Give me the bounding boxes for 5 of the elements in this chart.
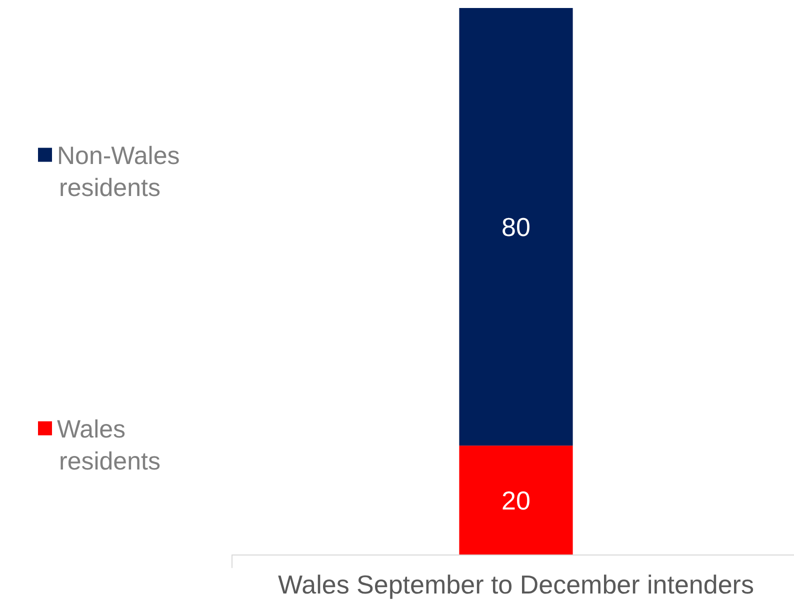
legend-label: Non-Wales residents (57, 142, 180, 202)
x-tick-label: Wales September to December intenders (278, 569, 754, 600)
legend-label: Wales residents (57, 415, 160, 476)
data-label: 20 (502, 485, 530, 516)
data-label: 80 (502, 212, 530, 242)
